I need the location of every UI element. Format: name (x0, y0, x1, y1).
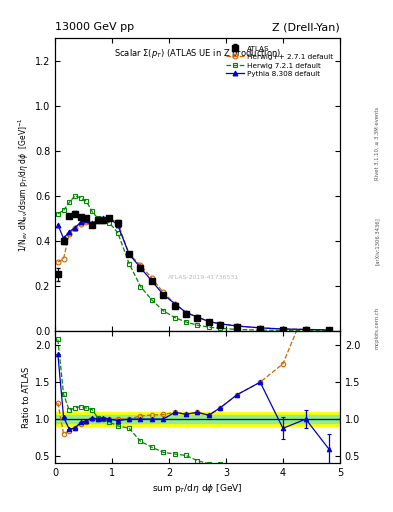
Herwig++ 2.7.1 default (78, 221, 83, 227)
Pythia 8.308 default (67, 228, 72, 234)
Herwig++ 2.7.1 default (195, 314, 200, 320)
Herwig 7.2.1 default (173, 314, 177, 321)
Legend: ATLAS, Herwig++ 2.7.1 default, Herwig 7.2.1 default, Pythia 8.308 default: ATLAS, Herwig++ 2.7.1 default, Herwig 7.… (223, 42, 336, 80)
Bar (55, 412, 340, 426)
Herwig 7.2.1 default (150, 297, 154, 303)
Herwig 7.2.1 default (55, 210, 60, 217)
Herwig++ 2.7.1 default (303, 326, 308, 332)
Herwig++ 2.7.1 default (184, 310, 189, 316)
Pythia 8.308 default (195, 314, 200, 320)
Pythia 8.308 default (95, 218, 100, 224)
Herwig 7.2.1 default (218, 325, 223, 331)
Pythia 8.308 default (184, 310, 189, 316)
Herwig++ 2.7.1 default (73, 225, 77, 231)
Herwig++ 2.7.1 default (67, 231, 72, 237)
Pythia 8.308 default (78, 219, 83, 225)
Herwig 7.2.1 default (281, 327, 285, 333)
Pythia 8.308 default (73, 225, 77, 231)
Herwig++ 2.7.1 default (138, 262, 143, 268)
Herwig 7.2.1 default (258, 327, 263, 333)
Pythia 8.308 default (303, 326, 308, 332)
Pythia 8.308 default (258, 325, 263, 331)
Pythia 8.308 default (281, 326, 285, 332)
Pythia 8.308 default (150, 278, 154, 284)
Herwig++ 2.7.1 default (90, 221, 94, 227)
Herwig++ 2.7.1 default (207, 318, 211, 325)
Pythia 8.308 default (326, 327, 331, 333)
Pythia 8.308 default (101, 215, 106, 221)
Herwig 7.2.1 default (84, 198, 89, 204)
Pythia 8.308 default (207, 318, 211, 325)
Herwig 7.2.1 default (195, 322, 200, 328)
Herwig 7.2.1 default (61, 207, 66, 214)
Text: Z (Drell-Yan): Z (Drell-Yan) (272, 22, 340, 32)
Herwig++ 2.7.1 default (161, 289, 166, 295)
Text: Scalar $\Sigma(p_T)$ (ATLAS UE in Z production): Scalar $\Sigma(p_T)$ (ATLAS UE in Z prod… (114, 47, 281, 60)
Line: Herwig 7.2.1 default: Herwig 7.2.1 default (55, 194, 331, 333)
Herwig 7.2.1 default (78, 195, 83, 201)
Herwig 7.2.1 default (161, 308, 166, 314)
Line: Pythia 8.308 default: Pythia 8.308 default (55, 216, 331, 332)
Text: Rivet 3.1.10, ≥ 3.3M events: Rivet 3.1.10, ≥ 3.3M events (375, 106, 380, 180)
Text: ATLAS-2019-41736531: ATLAS-2019-41736531 (168, 275, 239, 281)
Herwig++ 2.7.1 default (127, 251, 132, 257)
Pythia 8.308 default (218, 321, 223, 327)
Pythia 8.308 default (84, 218, 89, 224)
X-axis label: sum p$_T$/d$\eta$ d$\phi$ [GeV]: sum p$_T$/d$\eta$ d$\phi$ [GeV] (152, 482, 243, 496)
Y-axis label: 1/N$_{ev}$ dN$_{ev}$/dsum p$_T$/d$\eta$ d$\phi$  [GeV]$^{-1}$: 1/N$_{ev}$ dN$_{ev}$/dsum p$_T$/d$\eta$ … (16, 117, 31, 252)
Herwig++ 2.7.1 default (116, 220, 120, 226)
Herwig++ 2.7.1 default (326, 327, 331, 333)
Pythia 8.308 default (127, 251, 132, 257)
Herwig 7.2.1 default (67, 199, 72, 205)
Herwig 7.2.1 default (107, 220, 112, 226)
Herwig 7.2.1 default (73, 193, 77, 199)
Pythia 8.308 default (161, 291, 166, 297)
Herwig++ 2.7.1 default (84, 219, 89, 225)
Text: 13000 GeV pp: 13000 GeV pp (55, 22, 134, 32)
Herwig 7.2.1 default (101, 218, 106, 224)
Herwig++ 2.7.1 default (61, 255, 66, 262)
Herwig 7.2.1 default (90, 208, 94, 215)
Text: [arXiv:1306.3436]: [arXiv:1306.3436] (375, 217, 380, 265)
Herwig 7.2.1 default (235, 326, 240, 332)
Pythia 8.308 default (138, 265, 143, 271)
Pythia 8.308 default (116, 222, 120, 228)
Herwig 7.2.1 default (95, 215, 100, 221)
Herwig 7.2.1 default (326, 328, 331, 334)
Pythia 8.308 default (55, 222, 60, 228)
Herwig++ 2.7.1 default (150, 275, 154, 282)
Herwig++ 2.7.1 default (173, 301, 177, 307)
Herwig 7.2.1 default (303, 327, 308, 333)
Herwig 7.2.1 default (127, 261, 132, 267)
Pythia 8.308 default (173, 301, 177, 307)
Herwig 7.2.1 default (207, 324, 211, 330)
Herwig++ 2.7.1 default (235, 323, 240, 329)
Herwig 7.2.1 default (184, 319, 189, 325)
Pythia 8.308 default (107, 215, 112, 221)
Text: mcplots.cern.ch: mcplots.cern.ch (375, 307, 380, 349)
Bar (55, 415, 340, 423)
Herwig++ 2.7.1 default (258, 325, 263, 331)
Line: Herwig++ 2.7.1 default: Herwig++ 2.7.1 default (55, 216, 331, 332)
Herwig 7.2.1 default (116, 229, 120, 236)
Herwig++ 2.7.1 default (55, 259, 60, 265)
Herwig++ 2.7.1 default (95, 218, 100, 224)
Herwig++ 2.7.1 default (101, 218, 106, 224)
Herwig++ 2.7.1 default (281, 326, 285, 332)
Pythia 8.308 default (235, 323, 240, 329)
Y-axis label: Ratio to ATLAS: Ratio to ATLAS (22, 366, 31, 428)
Herwig++ 2.7.1 default (107, 215, 112, 221)
Pythia 8.308 default (61, 236, 66, 242)
Herwig 7.2.1 default (138, 284, 143, 290)
Herwig++ 2.7.1 default (218, 321, 223, 327)
Pythia 8.308 default (90, 220, 94, 226)
